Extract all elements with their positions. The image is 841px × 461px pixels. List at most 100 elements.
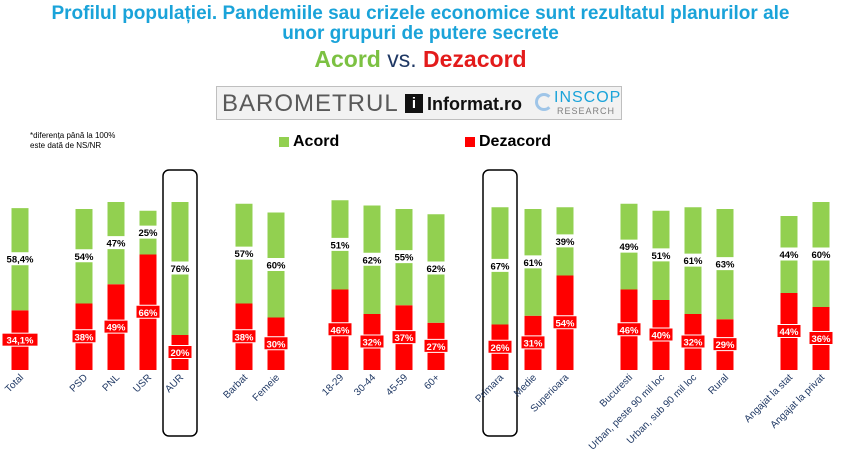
- data-label-dezacord-11: 26%: [490, 343, 510, 354]
- data-label-acord-5: 57%: [234, 249, 254, 260]
- subtitle-acord: Acord: [314, 46, 381, 72]
- x-tick-label-8: 30-44: [352, 372, 378, 398]
- chart-title-line-2: unor grupuri de putere secrete: [282, 23, 559, 44]
- label-bg-dezacord-3: [135, 304, 161, 319]
- data-label-acord-9: 55%: [394, 253, 414, 264]
- x-tick-label-0: Total: [3, 372, 26, 395]
- footnote-line-1: *diferența până la 100%: [30, 131, 116, 140]
- data-label-dezacord-2: 49%: [106, 323, 126, 334]
- label-bg-dezacord-7: [327, 322, 353, 337]
- label-bg-dezacord-10: [423, 338, 449, 353]
- x-tick-label-11: Primara: [474, 372, 507, 405]
- label-bg-acord-3: [136, 225, 160, 239]
- label-bg-acord-15: [649, 248, 673, 262]
- data-label-dezacord-12: 31%: [523, 338, 543, 349]
- label-bg-dezacord-13: [552, 315, 578, 330]
- data-label-dezacord-16: 32%: [683, 338, 703, 349]
- label-bg-dezacord-6: [263, 336, 289, 351]
- label-bg-acord-7: [328, 237, 352, 251]
- label-bg-dezacord-4: [167, 345, 193, 359]
- x-tick-label-12: Medie: [512, 372, 539, 399]
- label-bg-acord-11: [488, 258, 512, 272]
- label-bg-acord-12: [521, 255, 545, 269]
- x-tick-label-3: USR: [131, 372, 154, 395]
- data-label-dezacord-6: 30%: [266, 339, 286, 350]
- highlight-box-0: [162, 169, 198, 437]
- data-label-acord-10: 62%: [426, 264, 446, 275]
- label-bg-acord-16: [681, 253, 705, 267]
- data-label-acord-2: 47%: [106, 239, 126, 250]
- label-bg-acord-9: [392, 250, 416, 264]
- label-bg-dezacord-1: [71, 329, 97, 344]
- label-bg-acord-13: [553, 234, 577, 248]
- data-label-dezacord-0: 34,1%: [7, 336, 34, 347]
- data-label-dezacord-14: 46%: [619, 325, 639, 336]
- data-label-acord-3: 25%: [138, 228, 158, 239]
- data-label-dezacord-15: 40%: [651, 331, 671, 342]
- label-bg-dezacord-11: [487, 339, 513, 354]
- data-label-acord-19: 60%: [811, 250, 831, 261]
- data-label-dezacord-8: 32%: [362, 338, 382, 349]
- data-label-acord-6: 60%: [266, 261, 286, 272]
- x-tick-label-17: Rural: [706, 372, 731, 397]
- x-tick-label-7: 18-29: [320, 372, 346, 398]
- x-tick-label-2: PNL: [101, 372, 123, 394]
- label-bg-acord-0: [2, 252, 38, 266]
- label-bg-acord-2: [104, 236, 128, 250]
- label-bg-acord-6: [264, 258, 288, 271]
- data-label-dezacord-4: 20%: [170, 348, 190, 359]
- data-label-dezacord-19: 36%: [811, 334, 831, 345]
- data-label-acord-12: 61%: [523, 258, 543, 269]
- data-label-acord-16: 61%: [683, 256, 703, 267]
- label-bg-dezacord-8: [359, 334, 385, 349]
- label-bg-dezacord-15: [648, 327, 674, 342]
- logo-barometrul: BAROMETRUL: [222, 90, 399, 117]
- data-label-dezacord-1: 38%: [74, 332, 94, 343]
- chart-title-line-1: Profilul populației. Pandemiile sau criz…: [51, 3, 790, 24]
- subtitle-dezacord: Dezacord: [423, 46, 527, 72]
- data-label-acord-18: 44%: [779, 250, 799, 261]
- x-tick-label-9: 45-59: [384, 372, 410, 398]
- label-bg-dezacord-5: [231, 329, 257, 344]
- data-label-acord-1: 54%: [74, 252, 94, 263]
- label-bg-acord-1: [72, 249, 96, 263]
- footnote-line-2: este dată de NS/NR: [30, 141, 102, 150]
- legend-acord-label: Acord: [293, 133, 340, 150]
- data-label-acord-4: 76%: [170, 264, 190, 275]
- legend-dezacord-label: Dezacord: [479, 133, 552, 150]
- label-bg-dezacord-9: [391, 330, 417, 345]
- data-label-acord-17: 63%: [715, 260, 735, 271]
- legend-dezacord: Dezacord: [465, 133, 551, 151]
- x-tick-label-4: AUR: [163, 372, 186, 395]
- data-label-dezacord-13: 54%: [555, 318, 575, 329]
- data-label-acord-15: 51%: [651, 251, 671, 262]
- label-bg-dezacord-14: [616, 322, 642, 337]
- logo-informat: Informat.ro: [427, 94, 523, 114]
- label-bg-dezacord-18: [776, 324, 802, 338]
- label-bg-acord-5: [232, 246, 256, 260]
- data-label-dezacord-18: 44%: [779, 327, 799, 338]
- label-bg-dezacord-17: [712, 337, 738, 352]
- label-bg-dezacord-2: [103, 319, 129, 334]
- x-tick-label-1: PSD: [68, 372, 90, 394]
- sponsor-logo-banner: BAROMETRUL i Informat.ro INSCOP RESEARCH: [216, 86, 622, 120]
- data-label-dezacord-3: 66%: [138, 308, 158, 319]
- data-label-dezacord-5: 38%: [234, 332, 254, 343]
- label-bg-acord-8: [360, 252, 384, 266]
- subtitle-vs: vs.: [387, 46, 417, 72]
- label-bg-acord-10: [424, 261, 448, 275]
- footnote: *diferența până la 100% este dată de NS/…: [30, 131, 115, 151]
- data-label-acord-7: 51%: [330, 240, 350, 251]
- x-tick-label-6: Femeie: [251, 372, 283, 404]
- label-bg-acord-19: [809, 247, 833, 261]
- label-bg-acord-17: [713, 257, 737, 271]
- legend-dezacord-swatch: [465, 136, 475, 147]
- label-bg-dezacord-16: [680, 334, 706, 349]
- data-label-acord-13: 39%: [555, 237, 575, 248]
- data-label-dezacord-9: 37%: [394, 333, 414, 344]
- legend-acord: Acord: [279, 133, 339, 151]
- highlight-box-1: [482, 169, 518, 437]
- chart-subtitle: Acord vs. Dezacord: [0, 46, 841, 73]
- logo-research: RESEARCH: [557, 106, 616, 116]
